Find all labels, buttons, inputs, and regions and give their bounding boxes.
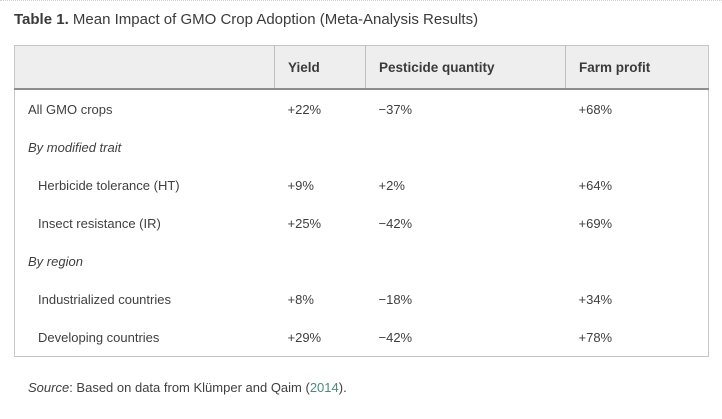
profit-value: +64% [565,166,709,204]
pesticide-value [365,242,566,280]
column-header-yield: Yield [274,45,366,90]
section-label: By region [14,242,275,280]
table-row-section-by-modified-trait: By modified trait [14,128,709,166]
yield-value [274,128,366,166]
source-year-link[interactable]: 2014 [309,380,339,395]
profit-value [565,242,709,280]
column-header-pesticide-quantity: Pesticide quantity [365,45,566,90]
source-note: Source: Based on data from Klümper and Q… [28,379,347,397]
page-title: Table 1. Mean Impact of GMO Crop Adoptio… [14,10,708,30]
yield-value: +22% [274,89,366,128]
profit-value: +68% [565,89,709,128]
profit-value [565,128,709,166]
row-label: Herbicide tolerance (HT) [14,166,275,204]
yield-value: +9% [274,166,366,204]
pesticide-value: +2% [365,166,566,204]
profit-value: +34% [565,280,709,318]
pesticide-value [365,128,566,166]
yield-value: +8% [274,280,366,318]
yield-value: +25% [274,204,366,242]
source-text-end: ). [338,380,347,395]
table-row-insect-resistance: Insect resistance (IR) +25% −42% +69% [14,204,709,242]
row-label: Developing countries [14,318,275,357]
pesticide-value: −37% [365,89,566,128]
row-label: All GMO crops [14,89,275,128]
source-label: Source [28,380,70,395]
column-header-farm-profit: Farm profit [565,45,709,90]
table-row-industrialized-countries: Industrialized countries +8% −18% +34% [14,280,709,318]
table-number-label: Table 1. [14,11,69,28]
row-label: Industrialized countries [14,280,275,318]
table-caption-text: Mean Impact of GMO Crop Adoption (Meta-A… [68,11,479,28]
section-label: By modified trait [14,128,275,166]
table-row-all-gmo-crops: All GMO crops +22% −37% +68% [14,89,709,128]
profit-value: +69% [565,204,709,242]
row-label: Insect resistance (IR) [14,204,275,242]
pesticide-value: −18% [365,280,566,318]
table-row-herbicide-tolerance: Herbicide tolerance (HT) +9% +2% +64% [14,166,709,204]
pesticide-value: −42% [365,204,566,242]
table-row-section-by-region: By region [14,242,709,280]
yield-value [274,242,366,280]
table-row-developing-countries: Developing countries +29% −42% +78% [14,318,709,357]
gmo-impact-table: Yield Pesticide quantity Farm profit All… [14,45,709,357]
pesticide-value: −42% [365,318,566,357]
column-header-empty [14,45,275,90]
header-row: Yield Pesticide quantity Farm profit [14,45,709,90]
profit-value: +78% [565,318,709,357]
source-text: : Based on data from Klümper and Qaim ( [69,380,310,395]
yield-value: +29% [274,318,366,357]
